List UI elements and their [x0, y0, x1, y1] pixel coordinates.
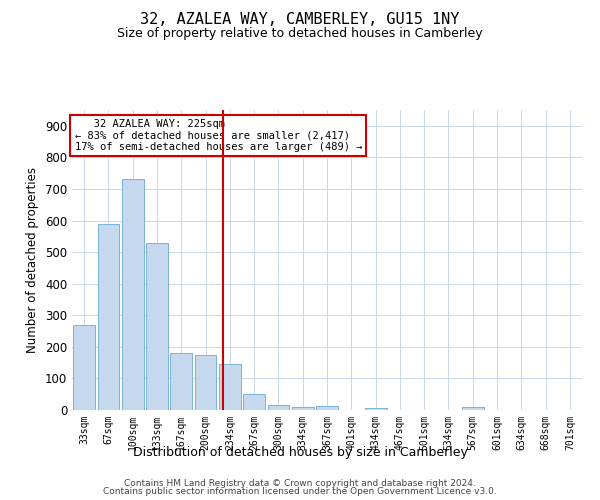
Bar	[316, 406, 338, 410]
Text: 32 AZALEA WAY: 225sqm
← 83% of detached houses are smaller (2,417)
17% of semi-d: 32 AZALEA WAY: 225sqm ← 83% of detached …	[74, 119, 362, 152]
Bar	[194, 354, 217, 410]
Bar	[243, 394, 265, 410]
Bar	[462, 407, 484, 410]
Bar	[122, 180, 143, 410]
Bar	[170, 353, 192, 410]
Bar	[268, 406, 289, 410]
Bar	[219, 364, 241, 410]
Bar	[292, 407, 314, 410]
Bar	[97, 224, 119, 410]
Y-axis label: Number of detached properties: Number of detached properties	[26, 167, 40, 353]
Bar	[73, 324, 95, 410]
Text: 32, AZALEA WAY, CAMBERLEY, GU15 1NY: 32, AZALEA WAY, CAMBERLEY, GU15 1NY	[140, 12, 460, 28]
Text: Distribution of detached houses by size in Camberley: Distribution of detached houses by size …	[133, 446, 467, 459]
Text: Contains public sector information licensed under the Open Government Licence v3: Contains public sector information licen…	[103, 487, 497, 496]
Bar	[365, 408, 386, 410]
Bar	[146, 242, 168, 410]
Text: Size of property relative to detached houses in Camberley: Size of property relative to detached ho…	[117, 28, 483, 40]
Text: Contains HM Land Registry data © Crown copyright and database right 2024.: Contains HM Land Registry data © Crown c…	[124, 478, 476, 488]
